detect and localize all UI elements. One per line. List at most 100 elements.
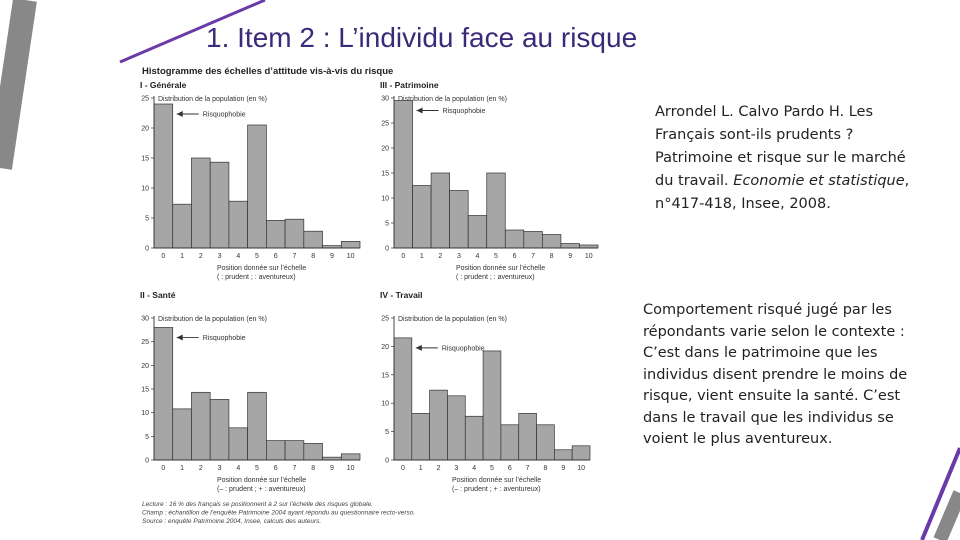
bar <box>523 231 543 249</box>
x-axis-label: Position donnée sur l’échelle <box>217 265 306 272</box>
x-tick-label: 9 <box>561 465 565 472</box>
y-tick-label: 0 <box>385 246 389 253</box>
bar <box>284 218 305 249</box>
x-tick-label: 7 <box>293 253 297 260</box>
x-tick-label: 5 <box>255 465 259 472</box>
annotation-label: Risquophobie <box>442 345 485 352</box>
bar <box>560 243 580 249</box>
bar <box>554 449 573 461</box>
x-tick-label: 9 <box>330 253 334 260</box>
panel-ylabel: Distribution de la population (en %) <box>398 96 507 103</box>
panel-ylabel: Distribution de la population (en %) <box>158 96 267 103</box>
x-axis-label: Position donnée sur l’échelle <box>217 477 306 484</box>
decorative-line-right <box>933 490 960 540</box>
bar <box>412 185 432 249</box>
bar <box>467 215 488 249</box>
panel-title: III - Patrimoine <box>380 80 439 90</box>
annotation-label: Risquophobie <box>443 108 486 115</box>
y-tick-label: 25 <box>381 316 389 323</box>
bar <box>464 415 484 461</box>
bar <box>518 413 537 461</box>
x-tick-label: 5 <box>490 465 494 472</box>
histogram-panel-1: I - Générale Distribution de la populatio… <box>140 80 361 281</box>
y-tick-label: 5 <box>145 434 149 441</box>
y-tick-label: 15 <box>141 387 149 394</box>
panel-title: I - Générale <box>140 80 187 90</box>
annotation-arrow-head <box>415 344 422 351</box>
x-tick-label: 3 <box>454 465 458 472</box>
x-tick-label: 2 <box>199 253 203 260</box>
bar <box>393 337 413 461</box>
x-tick-label: 10 <box>585 253 593 260</box>
bar <box>542 234 562 249</box>
x-tick-label: 0 <box>161 253 165 260</box>
bar <box>571 445 591 461</box>
annotation-label: Risquophobie <box>203 112 246 119</box>
bar <box>209 161 230 249</box>
y-tick-label: 5 <box>385 221 389 228</box>
x-tick-label: 0 <box>161 465 165 472</box>
x-tick-label: 4 <box>476 253 480 260</box>
x-tick-label: 6 <box>508 465 512 472</box>
bar <box>411 413 430 461</box>
citation-issue: , n°417-418, Insee, 2008. <box>655 173 910 212</box>
x-tick-label: 8 <box>544 465 548 472</box>
y-tick-label: 10 <box>141 186 149 193</box>
figure-title: Histogramme des échelles d’attitude vis-… <box>142 66 393 77</box>
bar <box>266 220 286 249</box>
x-tick-label: 2 <box>199 465 203 472</box>
x-tick-label: 3 <box>218 253 222 260</box>
y-tick-label: 25 <box>141 339 149 346</box>
x-axis-label-legend: (– : prudent ; + : aventureux) <box>452 486 541 493</box>
x-axis-label-legend: ( : prudent ; : aventureux) <box>456 274 535 281</box>
citation-journal: Economie et statistique <box>733 173 905 189</box>
x-tick-label: 3 <box>457 253 461 260</box>
bar <box>482 350 502 461</box>
x-tick-label: 6 <box>274 253 278 260</box>
x-tick-label: 5 <box>494 253 498 260</box>
bar <box>486 172 506 249</box>
bar <box>340 241 361 249</box>
y-tick-label: 0 <box>145 246 149 253</box>
panel-title: IV - Travail <box>380 290 423 300</box>
bar <box>284 440 305 461</box>
y-tick-label: 15 <box>141 156 149 163</box>
bar <box>153 327 174 461</box>
x-tick-label: 9 <box>568 253 572 260</box>
y-tick-label: 0 <box>385 458 389 465</box>
y-tick-label: 20 <box>381 344 389 351</box>
y-tick-label: 20 <box>381 146 389 153</box>
x-tick-label: 8 <box>311 253 315 260</box>
bar <box>247 124 267 249</box>
x-tick-label: 1 <box>419 465 423 472</box>
x-tick-label: 2 <box>437 465 441 472</box>
x-tick-label: 4 <box>236 465 240 472</box>
bar <box>228 200 248 249</box>
figure-note: Champ : échantillon de l’enquête Patrimo… <box>142 510 415 517</box>
bar <box>449 190 469 249</box>
annotation-arrow-head <box>416 107 423 114</box>
annotation-label: Risquophobie <box>203 335 246 342</box>
slide-title: 1. Item 2 : L’individu face au risque <box>206 22 638 53</box>
x-tick-label: 1 <box>180 465 184 472</box>
x-axis-label: Position donnée sur l’échelle <box>456 265 545 272</box>
bar <box>340 453 361 461</box>
bar <box>500 424 520 461</box>
y-tick-label: 10 <box>141 410 149 417</box>
bar <box>393 100 413 249</box>
y-tick-label: 15 <box>381 171 389 178</box>
histogram-svg: Histogramme des échelles d’attitude vis-… <box>140 66 599 525</box>
panel-ylabel: Distribution de la population (en %) <box>158 316 267 323</box>
bar <box>247 391 267 461</box>
y-tick-label: 20 <box>141 126 149 133</box>
y-tick-label: 5 <box>385 429 389 436</box>
x-tick-label: 1 <box>180 253 184 260</box>
bar <box>303 230 323 249</box>
annotation-arrow-head <box>176 111 183 117</box>
bar <box>504 229 525 249</box>
y-tick-label: 5 <box>145 216 149 223</box>
histogram-panel-3: II - Santé Distribution de la population … <box>140 290 361 493</box>
x-tick-label: 10 <box>347 253 355 260</box>
x-tick-label: 0 <box>401 465 405 472</box>
x-tick-label: 10 <box>347 465 355 472</box>
